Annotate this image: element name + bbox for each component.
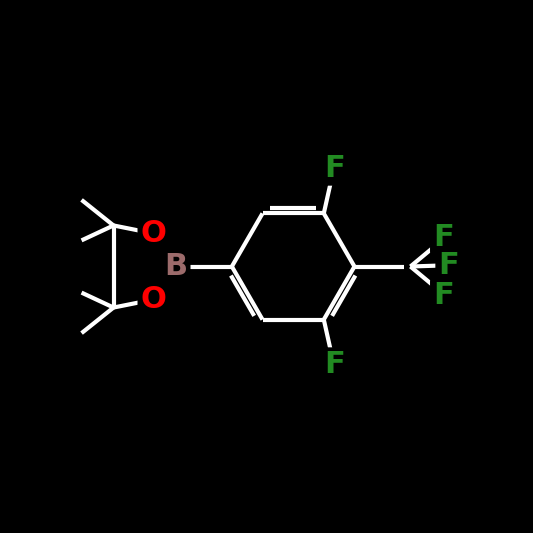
Text: F: F <box>324 350 345 379</box>
Text: F: F <box>324 154 345 183</box>
Text: O: O <box>141 219 166 248</box>
Text: F: F <box>433 281 454 310</box>
Text: F: F <box>439 251 459 280</box>
Text: B: B <box>164 252 188 281</box>
Text: O: O <box>141 285 166 314</box>
Text: F: F <box>433 223 454 252</box>
